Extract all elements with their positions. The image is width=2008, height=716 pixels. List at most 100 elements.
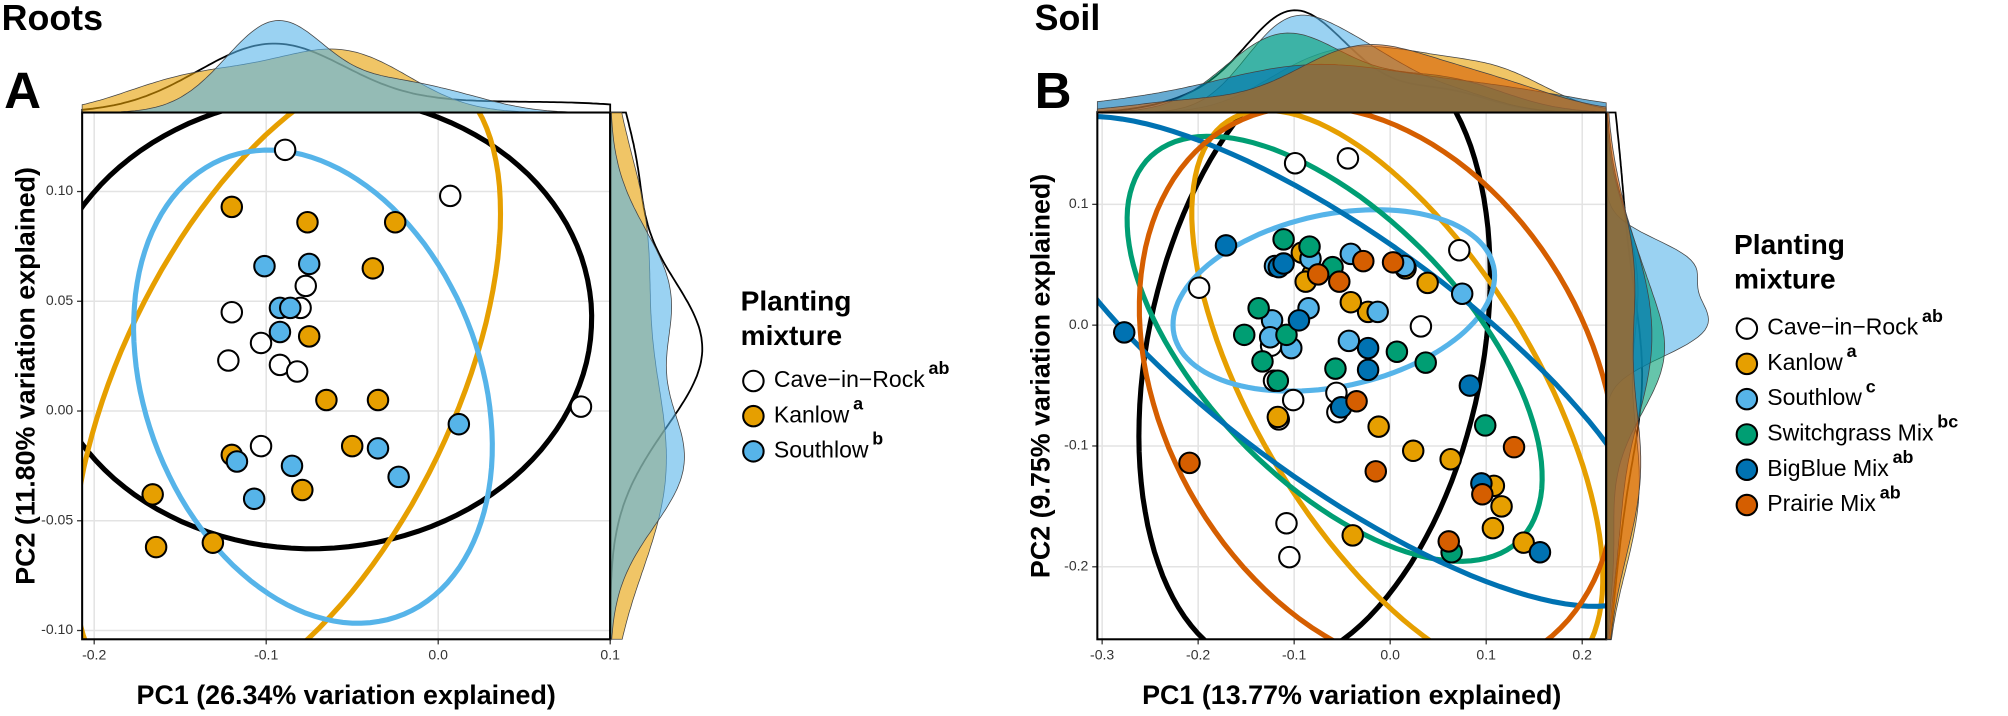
point	[297, 325, 321, 348]
point	[1266, 405, 1290, 429]
point	[1278, 545, 1301, 569]
point	[217, 349, 240, 372]
legend-swatch	[1735, 423, 1759, 446]
point	[447, 412, 471, 436]
point	[1448, 238, 1471, 262]
point	[361, 257, 385, 280]
y-tick-label: -0.10	[41, 621, 73, 637]
legend-superscript: a	[1847, 341, 1858, 361]
point	[1473, 414, 1497, 437]
point	[279, 296, 302, 320]
point	[225, 450, 249, 473]
point	[1275, 512, 1298, 535]
point	[1502, 435, 1526, 459]
point	[1272, 252, 1295, 275]
point	[1471, 483, 1494, 506]
legend-label: Cave−in−Rock	[774, 366, 925, 392]
y-axis-label: PC2 (11.80% variation explained)	[10, 167, 40, 585]
chart-title: Roots	[2, 0, 103, 38]
legend-superscript: ab	[1880, 482, 1901, 502]
point	[1337, 329, 1361, 353]
legend-swatch	[742, 369, 765, 393]
point	[294, 274, 318, 298]
panel-label: A	[4, 62, 41, 119]
point	[1281, 388, 1305, 412]
point	[280, 454, 304, 478]
point	[366, 388, 390, 412]
point	[569, 395, 593, 418]
point	[1266, 369, 1290, 392]
point	[1275, 323, 1298, 347]
point	[141, 483, 164, 506]
point	[1490, 495, 1513, 518]
y-tick-label: 0.00	[46, 402, 74, 418]
point	[220, 195, 244, 219]
point	[1352, 249, 1375, 273]
point	[1341, 524, 1364, 547]
y-tick-label: 0.1	[1069, 195, 1089, 211]
density-side	[1605, 112, 1642, 640]
point	[1366, 300, 1389, 324]
point	[1409, 315, 1433, 338]
point	[1401, 439, 1425, 463]
confidence-ellipse	[1189, 112, 1606, 640]
legend-swatch	[1735, 317, 1759, 340]
point	[1367, 415, 1390, 438]
x-tick-label: -0.1	[254, 647, 278, 663]
point	[387, 465, 410, 489]
point	[1381, 251, 1405, 274]
point	[249, 331, 273, 355]
legend-swatch	[1735, 493, 1759, 517]
point	[315, 388, 338, 412]
point	[1458, 374, 1482, 397]
legend-label: Prairie Mix	[1767, 490, 1876, 516]
point	[144, 535, 168, 559]
legend-swatch	[742, 404, 765, 428]
panel-label: B	[1035, 62, 1072, 119]
confidence-ellipse	[82, 112, 595, 552]
confidence-ellipse	[1124, 133, 1545, 564]
x-tick-label: 0.0	[1380, 647, 1400, 663]
point	[242, 487, 266, 511]
confidence-ellipse	[1136, 112, 1607, 640]
point	[249, 434, 273, 458]
point	[1214, 234, 1238, 257]
legend-superscript: ab	[1893, 447, 1914, 467]
confidence-ellipse	[82, 112, 504, 640]
y-tick-label: -0.2	[1064, 558, 1088, 574]
density-top	[1096, 44, 1607, 113]
point	[1439, 448, 1462, 471]
point	[1437, 530, 1460, 553]
legend-label: Kanlow	[774, 401, 850, 427]
point	[201, 531, 225, 554]
point	[1356, 336, 1380, 360]
point	[1364, 460, 1388, 483]
legend-title: Planting	[741, 285, 852, 316]
legend-superscript: b	[872, 429, 883, 449]
x-tick-label: 0.1	[1476, 647, 1496, 663]
point	[1187, 276, 1211, 299]
point	[1385, 340, 1409, 363]
point	[1298, 235, 1321, 258]
legend-title: mixture	[1734, 264, 1836, 295]
point	[1336, 147, 1360, 170]
y-axis-label: PC2 (9.75% variation explained)	[1025, 174, 1055, 578]
legend-superscript: c	[1866, 376, 1876, 396]
point	[296, 211, 319, 234]
point	[273, 138, 297, 162]
ellipses	[82, 112, 595, 640]
legend-superscript: ab	[929, 358, 950, 378]
legend-label: Southlow	[774, 436, 869, 462]
y-tick-label: -0.1	[1064, 437, 1088, 453]
point	[253, 254, 276, 278]
y-tick-label: -0.05	[41, 511, 73, 527]
point	[1283, 152, 1307, 175]
point	[438, 184, 462, 208]
x-tick-label: -0.2	[1186, 647, 1210, 663]
confidence-ellipse	[130, 147, 495, 626]
point	[1339, 290, 1363, 314]
legend-label: BigBlue Mix	[1767, 455, 1889, 481]
legend-superscript: a	[853, 393, 864, 413]
chart-title: Soil	[1035, 0, 1101, 38]
